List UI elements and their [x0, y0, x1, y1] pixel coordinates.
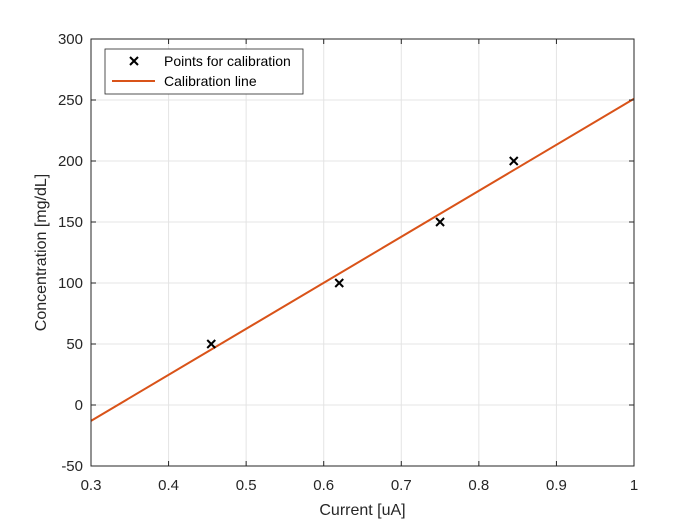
x-tick-label: 0.7 [391, 477, 412, 494]
y-tick-label: 150 [58, 214, 83, 231]
x-tick-label: 0.9 [546, 477, 567, 494]
calibration-point [435, 217, 445, 227]
x-tick-label: 1 [630, 477, 638, 494]
plot-frame [90, 38, 635, 467]
legend: Points for calibration Calibration line [104, 48, 304, 95]
x-tick-label: 0.5 [236, 477, 257, 494]
x-tick-label: 0.6 [313, 477, 334, 494]
x-axis-title: Current [uA] [319, 502, 405, 519]
legend-box [104, 48, 304, 95]
y-tick-label: 100 [58, 275, 83, 292]
y-axis-title: Concentration [mg/dL] [33, 174, 50, 331]
legend-marker-stroke [129, 56, 139, 66]
legend-label-points: Points for calibration [164, 53, 291, 69]
y-tick-label: 0 [75, 397, 83, 414]
point-stroke [334, 278, 344, 288]
axis-ticks: 0.3 0.4 0.5 0.6 0.7 0.8 0.9 1 -50 0 50 100 150 200 250… [58, 31, 638, 494]
point-stroke [509, 156, 519, 166]
y-tick-label: 200 [58, 153, 83, 170]
x-tick-label: 0.3 [81, 477, 102, 494]
calibration-point [509, 156, 519, 166]
y-tick-label: 250 [58, 92, 83, 109]
y-tick-label: -50 [61, 458, 83, 475]
data-marks [90, 97, 635, 422]
calibration-point [206, 339, 216, 349]
y-tick-label: 50 [66, 336, 83, 353]
point-stroke [435, 217, 445, 227]
y-tick-label: 300 [58, 31, 83, 48]
x-tick-label: 0.8 [468, 477, 489, 494]
legend-marker-x [129, 56, 139, 66]
calibration-point [334, 278, 344, 288]
grid-lines [90, 38, 635, 467]
plot-background [91, 39, 634, 466]
calibration-line [90, 97, 635, 422]
legend-label-line: Calibration line [164, 73, 257, 89]
point-stroke [206, 339, 216, 349]
x-tick-label: 0.4 [158, 477, 179, 494]
